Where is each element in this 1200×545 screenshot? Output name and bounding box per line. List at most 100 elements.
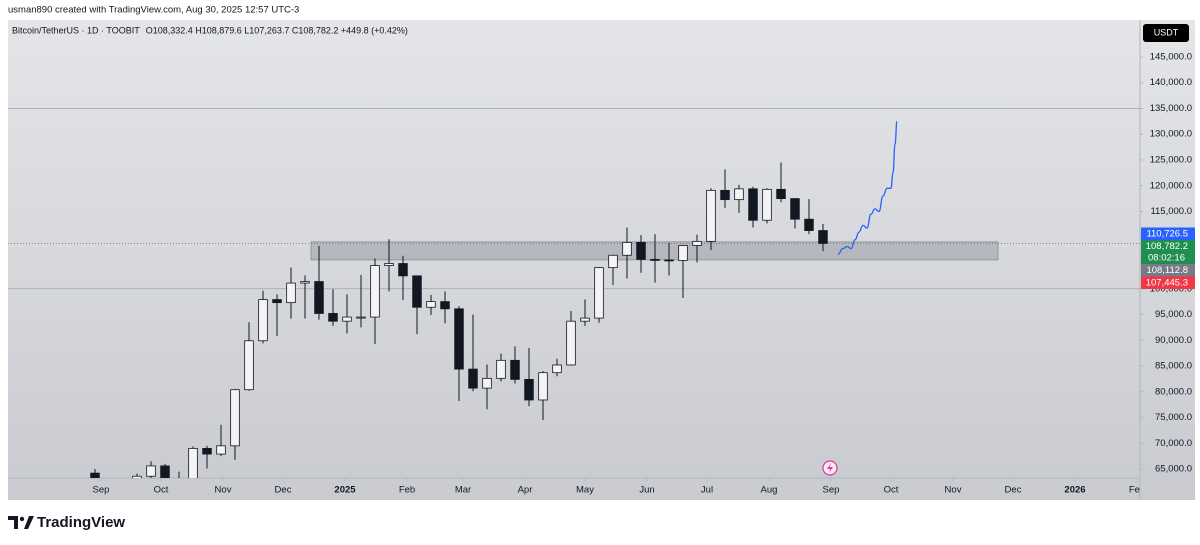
candle-body bbox=[692, 240, 702, 246]
countdown: 08:02:16 bbox=[1148, 253, 1185, 264]
credit: usman890 created with TradingView.com, A… bbox=[8, 5, 299, 16]
y-tick-label: 140,000.0 bbox=[1150, 77, 1192, 88]
y-axis: 65,000.0 70,000.0 75,000.0 80,000.0 85,000.0… bbox=[1140, 51, 1195, 475]
brand-name: TradingView bbox=[37, 514, 125, 531]
x-tick-label: Mar bbox=[455, 485, 471, 496]
y-tick-label: 135,000.0 bbox=[1150, 103, 1192, 114]
candle-body bbox=[510, 359, 520, 380]
currency-label[interactable]: USDT bbox=[1154, 27, 1179, 37]
candle-body bbox=[258, 299, 268, 342]
x-tick-label: Sep bbox=[823, 485, 840, 496]
x-tick-label: Nov bbox=[215, 485, 232, 496]
candle-body bbox=[776, 188, 786, 200]
candle-body bbox=[524, 378, 534, 401]
candle-body bbox=[552, 364, 562, 374]
candle-body bbox=[440, 301, 450, 310]
candle-body bbox=[160, 465, 170, 478]
candle-body bbox=[594, 267, 604, 319]
x-tick-label: Jul bbox=[701, 485, 713, 496]
candle-body bbox=[566, 320, 576, 366]
x-tick-label: Oct bbox=[884, 485, 899, 496]
ohlc-legend: O108,332.4 H108,879.6 L107,263.7 C108,78… bbox=[146, 25, 408, 35]
candle-body bbox=[356, 316, 366, 319]
price-label: 107,445.3 bbox=[1146, 278, 1188, 289]
candle-body bbox=[314, 281, 324, 314]
candle-body bbox=[496, 359, 506, 379]
candle-body bbox=[384, 263, 394, 266]
candle-body bbox=[762, 188, 772, 221]
x-tick-label: May bbox=[576, 485, 594, 496]
candle-body bbox=[412, 275, 422, 308]
candle-body bbox=[720, 189, 730, 201]
currency-button[interactable] bbox=[1143, 24, 1189, 42]
projection-line bbox=[837, 120, 898, 255]
candle-body bbox=[202, 448, 212, 455]
y-tick-label: 125,000.0 bbox=[1150, 155, 1192, 166]
plot-area bbox=[8, 108, 1140, 478]
x-tick-label: Oct bbox=[154, 485, 169, 496]
x-tick-label: Feb bbox=[399, 485, 415, 496]
candle-body bbox=[132, 475, 142, 478]
scroll-icon[interactable] bbox=[822, 460, 838, 476]
candle-body bbox=[216, 445, 226, 455]
candle-body bbox=[622, 241, 632, 256]
candle-body bbox=[454, 308, 464, 370]
y-tick-label: 145,000.0 bbox=[1150, 51, 1192, 62]
price-label-box bbox=[1141, 239, 1195, 264]
candle-body bbox=[538, 372, 548, 401]
candle-body bbox=[146, 465, 156, 477]
y-tick-label: 95,000.0 bbox=[1155, 309, 1192, 320]
x-tick-label: Dec bbox=[1005, 485, 1022, 496]
y-tick-label: 120,000.0 bbox=[1150, 180, 1192, 191]
candle-body bbox=[398, 263, 408, 277]
price-label: 108,782.2 bbox=[1146, 241, 1188, 252]
candle-body bbox=[636, 241, 646, 260]
logo-mark bbox=[8, 516, 18, 529]
candle-body bbox=[468, 368, 478, 389]
candle-body bbox=[790, 198, 800, 220]
candle-body bbox=[188, 448, 198, 478]
symbol-title: Bitcoin/TetherUS · 1D · TOOBIT bbox=[12, 25, 140, 35]
price-label-box bbox=[1141, 263, 1195, 277]
y-tick-label: 115,000.0 bbox=[1150, 206, 1192, 217]
price-label: 108,112.8 bbox=[1146, 265, 1188, 276]
candle-body bbox=[482, 377, 492, 389]
y-tick-label: 70,000.0 bbox=[1155, 438, 1192, 449]
candle-body bbox=[272, 299, 282, 304]
candle-body bbox=[804, 218, 814, 231]
candle-body bbox=[90, 472, 100, 478]
brand-logo: TradingView bbox=[8, 514, 125, 531]
candle-body bbox=[286, 282, 296, 304]
candle-body bbox=[650, 258, 660, 261]
y-tick-label: 80,000.0 bbox=[1155, 386, 1192, 397]
candle-body bbox=[328, 313, 338, 322]
candle-body bbox=[300, 281, 310, 284]
scroll-icon-bolt[interactable] bbox=[827, 463, 833, 473]
logo-dot bbox=[19, 516, 25, 522]
candle-body bbox=[244, 340, 254, 391]
logo-slash bbox=[24, 516, 34, 529]
candle-body bbox=[734, 188, 744, 201]
price-label-box bbox=[1141, 276, 1195, 289]
candle-body bbox=[370, 265, 380, 318]
x-axis: Sep Oct Nov Dec 2025 Feb Mar Apr May Jun Jul Aug Sep… bbox=[93, 478, 1140, 496]
candle-body bbox=[342, 316, 352, 322]
x-tick-label: 2025 bbox=[334, 485, 356, 496]
candle-body bbox=[426, 301, 436, 308]
price-label-box bbox=[1141, 227, 1195, 240]
candle-body bbox=[580, 317, 590, 322]
y-tick-label: 90,000.0 bbox=[1155, 335, 1192, 346]
y-tick-label: 130,000.0 bbox=[1150, 129, 1192, 140]
candle-body bbox=[678, 245, 688, 261]
candle-body bbox=[608, 254, 618, 269]
candle-body bbox=[230, 389, 240, 447]
candle-body bbox=[748, 188, 758, 221]
x-tick-label: Jun bbox=[639, 485, 654, 496]
x-tick-label: Sep bbox=[93, 485, 110, 496]
y-tick-label: 65,000.0 bbox=[1155, 464, 1192, 475]
x-tick-label: Dec bbox=[275, 485, 292, 496]
x-tick-label: Apr bbox=[518, 485, 533, 496]
price-label: 110,726.5 bbox=[1146, 229, 1188, 240]
